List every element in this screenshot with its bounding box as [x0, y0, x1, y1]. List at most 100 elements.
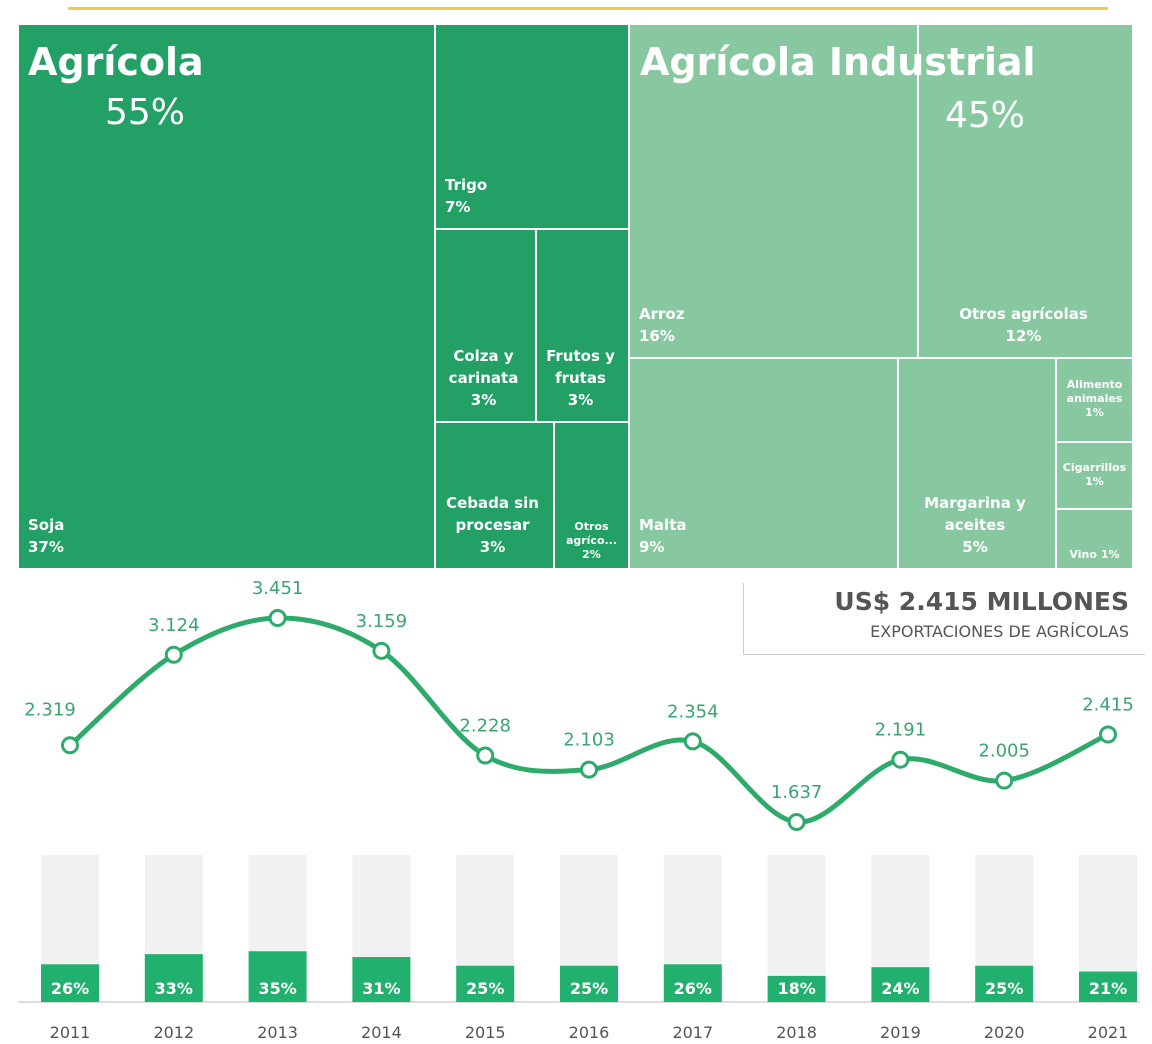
cell-name: Vino [1069, 548, 1097, 561]
cell-value: 2% [582, 548, 601, 561]
cell-value: 3% [470, 391, 497, 409]
point [476, 746, 495, 765]
cell-value: 3% [479, 538, 506, 556]
x-tick-label: 2017 [672, 1023, 713, 1042]
x-tick-label: 2021 [1088, 1023, 1129, 1042]
point [580, 760, 598, 779]
cell-name: Trigo [445, 176, 488, 194]
x-tick-label: 2012 [153, 1023, 194, 1042]
bar [975, 965, 1034, 1002]
bar-label: 35% [258, 979, 296, 998]
bar [663, 964, 722, 1002]
treemap-cell: Otros agríco... 2% [554, 422, 629, 569]
treemap-cell: Trigo 7% [435, 24, 629, 229]
treemap-cell: Malta 9% [629, 358, 898, 569]
cell-name: Colza y carinata [448, 347, 519, 387]
point-label: 3.451 [252, 578, 304, 599]
bar-track [352, 855, 411, 1002]
treemap-cell: Colza y carinata 3% [435, 229, 536, 422]
bar-label: 24% [881, 979, 919, 998]
cell-value: 1% [1100, 548, 1120, 561]
cell-label-row: Vino 1% [1069, 548, 1119, 562]
x-tick-label: 2015 [465, 1023, 506, 1042]
bar [144, 954, 203, 1002]
top-rule [68, 7, 1108, 10]
bar-track [871, 855, 930, 1002]
cell-name: Soja [28, 516, 65, 534]
x-tick-label: 2014 [361, 1023, 402, 1042]
point [372, 641, 391, 660]
bar [41, 964, 99, 1002]
x-tick-label: 2019 [880, 1023, 921, 1042]
point-label: 2.228 [459, 716, 511, 737]
bar-label: 25% [985, 979, 1023, 998]
bar-label: 25% [570, 979, 608, 998]
point-label: 2.415 [1082, 695, 1134, 716]
bar-track [248, 855, 307, 1002]
treemap-cell: Frutos y frutas 3% [536, 229, 629, 422]
x-tick-label: 2016 [569, 1023, 610, 1042]
point [268, 609, 287, 627]
bar-label: 31% [362, 979, 400, 998]
cell-name: Cebada sin procesar [446, 494, 539, 534]
cell-name: Malta [639, 516, 687, 534]
x-tick-label: 2013 [257, 1023, 298, 1042]
cell-value: 3% [567, 391, 594, 409]
point-label: 1.637 [771, 782, 823, 803]
bar-track [975, 855, 1034, 1002]
treemap-cell: Otros agrícolas 12% [918, 24, 1133, 358]
treemap-cell: Vino 1% [1056, 509, 1133, 569]
point [164, 645, 183, 664]
cell-value: 37% [28, 538, 64, 556]
bar [456, 965, 515, 1002]
point [787, 813, 806, 831]
point-label: 3.159 [356, 611, 408, 632]
point [61, 736, 79, 755]
cell-name: Frutos y frutas [546, 347, 615, 387]
cell-value: 1% [1085, 474, 1104, 488]
point [683, 732, 702, 751]
treemap-cell: Margarina y aceites 5% [898, 358, 1056, 569]
point [891, 750, 910, 769]
point-label: 3.124 [148, 615, 200, 636]
summary-caption: EXPORTACIONES DE AGRÍCOLAS [870, 622, 1129, 641]
cell-value: 16% [639, 327, 675, 345]
bar-track [560, 855, 618, 1002]
cell-name: Otros agrícolas [959, 305, 1088, 323]
bar-track [144, 855, 203, 1002]
treemap-cell: Soja 37% [18, 24, 435, 569]
bar [352, 957, 411, 1002]
point [995, 771, 1014, 790]
bar [871, 967, 930, 1002]
bar-label: 26% [674, 979, 712, 998]
x-tick-label: 2020 [984, 1023, 1025, 1042]
group-name: Agrícola Industrial [640, 40, 1036, 84]
bar-label: 25% [466, 979, 504, 998]
point [1099, 725, 1117, 744]
cell-name: Arroz [639, 305, 685, 323]
bar-label: 26% [51, 979, 89, 998]
treemap-cell: Cigarrillos 1% [1056, 442, 1133, 509]
point-label: 2.354 [667, 701, 719, 722]
cell-value: 9% [639, 538, 665, 556]
treemap-cell: Cebada sin procesar 3% [435, 422, 554, 569]
bar [767, 975, 826, 1002]
bar [560, 965, 618, 1002]
cell-value: 1% [1085, 406, 1104, 419]
cell-value: 7% [445, 198, 471, 216]
bar-track [767, 855, 826, 1002]
cell-name: Alimento animales [1066, 378, 1123, 405]
summary-amount: US$ 2.415 MILLONES [834, 587, 1129, 616]
bar [1079, 971, 1137, 1002]
cell-name: Margarina y aceites [924, 494, 1026, 534]
cell-name: Cigarrillos [1062, 460, 1127, 474]
cell-value: 5% [962, 538, 988, 556]
cell-value: 12% [1005, 327, 1042, 345]
group-value: 55% [105, 92, 186, 133]
bar-track [1079, 855, 1137, 1002]
bar-label: 18% [777, 979, 815, 998]
x-tick-label: 2018 [776, 1023, 817, 1042]
cell-name: Otros agríco... [565, 520, 618, 547]
group-name: Agrícola [28, 40, 204, 84]
